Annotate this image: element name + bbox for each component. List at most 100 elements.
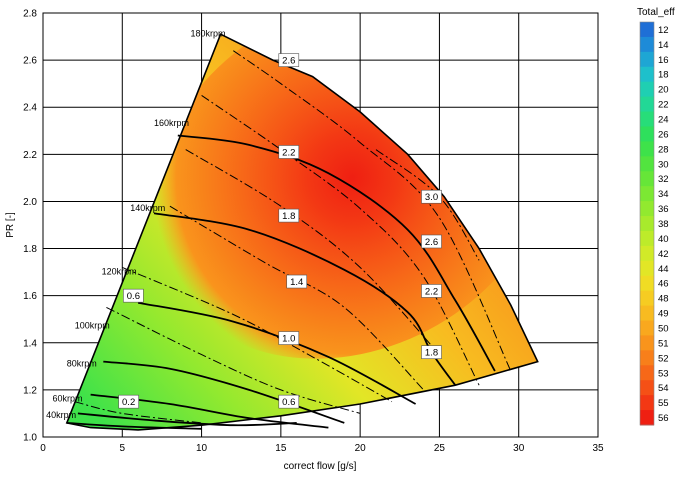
power-label-box (118, 394, 139, 409)
power-label-box (286, 274, 308, 289)
legend-swatch (640, 395, 654, 411)
speed-label: 40krpm (46, 410, 76, 420)
legend-label: 18 (658, 70, 669, 81)
speed-line-160krpm (177, 134, 496, 372)
legend-swatch (640, 22, 654, 38)
legend-label: 50 (658, 323, 669, 334)
legend-label: 46 (658, 279, 669, 290)
power-label: 3.0 (421, 189, 442, 204)
y-axis-label: PR [-] (5, 212, 16, 238)
x-tick-label: 30 (513, 443, 525, 454)
legend-swatch (640, 305, 654, 322)
efficiency-field (66, 34, 538, 430)
legend-swatch (640, 36, 654, 53)
speed-line-40krpm (66, 422, 202, 430)
legend-swatch (640, 156, 654, 172)
legend-swatch (640, 111, 654, 127)
speed-label: 120krpm (102, 266, 137, 276)
legend-label: 55 (658, 398, 669, 409)
power-label-box (278, 208, 300, 223)
y-tick-label: 1.0 (23, 433, 37, 444)
legend-swatch (640, 260, 654, 277)
legend-label: 51 (658, 338, 669, 349)
power-label: 2.2 (421, 284, 442, 298)
speed-label: 100krpm (75, 321, 110, 331)
legend-label: 16 (658, 55, 669, 66)
y-axis-ticks: 1.0 1.2 1.4 1.6 1.8 2.0 2.2 2.4 2.6 2.8 (23, 9, 37, 444)
power-labels: 2.6 2.2 1.8 1.4 1.0 0.6 3.0 2.6 2.2 1.8 0.6 0.2 (118, 53, 442, 409)
legend-label: 36 (658, 204, 669, 215)
legend-label: 14 (658, 40, 669, 51)
legend-label: 44 (658, 264, 669, 275)
legend-label: 30 (658, 159, 669, 170)
legend-colorbar (639, 21, 655, 426)
speed-line-60krpm (77, 412, 297, 427)
speed-label: 140krpm (130, 203, 165, 213)
power-label-text: 2.2 (282, 147, 295, 158)
power-label-box (421, 345, 442, 360)
legend-swatch (640, 216, 654, 232)
legend-label: 52 (658, 353, 669, 364)
power-label-box (123, 288, 144, 303)
y-tick-label: 2.8 (23, 9, 37, 20)
legend-label: 40 (658, 234, 669, 245)
power-label-box (278, 53, 300, 67)
power-label-box (421, 234, 442, 249)
legend-label: 20 (658, 85, 669, 96)
x-tick-label: 10 (196, 443, 208, 454)
legend-label: 26 (658, 129, 669, 140)
x-axis-ticks: 0 5 10 15 20 25 30 35 (40, 443, 604, 454)
legend-swatch (640, 201, 654, 217)
legend-label: 54 (658, 383, 669, 394)
legend-label: 22 (658, 100, 669, 111)
speed-line-100krpm (103, 360, 345, 424)
plot-frame (42, 12, 599, 438)
y-tick-label: 1.6 (23, 291, 37, 302)
power-label-text: 1.8 (425, 348, 438, 359)
power-label: 0.6 (123, 288, 144, 303)
legend-label: 53 (658, 368, 669, 379)
legend-label: 56 (658, 413, 669, 424)
legend-label: 48 (658, 294, 669, 305)
y-tick-label: 2.0 (23, 197, 37, 208)
legend-swatch (640, 320, 654, 336)
y-tick-label: 1.4 (23, 338, 37, 349)
x-tick-label: 15 (275, 443, 287, 454)
legend-label: 38 (658, 219, 669, 230)
y-tick-label: 2.6 (23, 56, 37, 67)
power-line-2.6 (233, 50, 512, 372)
power-label: 1.0 (278, 331, 300, 345)
power-label-text: 3.0 (425, 192, 438, 203)
power-line-1.0 (122, 266, 393, 403)
map-boundary (65, 33, 539, 431)
power-label-box (278, 394, 300, 409)
legend-swatch (640, 365, 654, 381)
power-label-text: 1.0 (282, 334, 295, 345)
efficiency-low-zone (66, 367, 273, 430)
legend-label: 42 (658, 249, 669, 260)
power-line-0.6 (106, 306, 361, 414)
legend-label: 28 (658, 144, 669, 155)
speed-label: 80krpm (67, 358, 97, 368)
power-label: 0.2 (118, 394, 139, 409)
legend: Total_eff 12 14 16 18 20 22 24 26 28 30 32 34 36 38 40… (637, 7, 675, 426)
legend-label: 49 (658, 309, 669, 320)
power-label: 2.6 (421, 234, 442, 249)
speed-labels: 180krpm 160krpm 140krpm 120krpm 100krpm 80krp… (46, 29, 225, 421)
power-line-2.2 (201, 94, 480, 386)
legend-swatch (640, 141, 654, 157)
legend-swatch (640, 126, 654, 142)
power-label-text: 0.6 (282, 397, 295, 408)
power-label-box (278, 145, 300, 159)
legend-swatch (640, 350, 654, 366)
legend-colorbar-frame (639, 21, 655, 426)
power-label: 0.6 (278, 394, 300, 409)
legend-swatch (640, 186, 654, 202)
legend-swatch (640, 230, 654, 247)
speed-label: 60krpm (53, 394, 83, 404)
power-label-box (278, 331, 300, 345)
x-tick-label: 20 (355, 443, 367, 454)
power-label: 1.4 (286, 274, 308, 289)
power-label-text: 0.2 (122, 397, 135, 408)
